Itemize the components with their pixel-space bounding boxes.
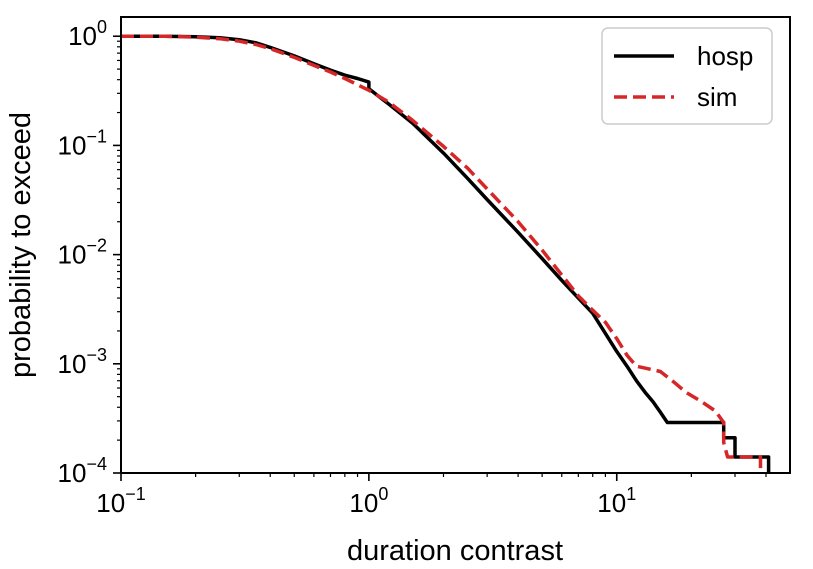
tick-layer: 10−1 100 101 100 10−1 10−2 10−3 10−4: [58, 17, 767, 518]
series-line-sim: [121, 34, 763, 473]
y-axis-label: probability to exceed: [5, 112, 37, 378]
x-axis-label: duration contrast: [347, 535, 563, 567]
y-tick-label: 10−1: [58, 126, 107, 160]
plot-frame: [120, 16, 791, 474]
legend-box: [601, 27, 773, 125]
legend-sim-label: sim: [697, 82, 737, 112]
y-tick-label: 10−2: [58, 236, 107, 270]
series-layer: [121, 34, 771, 473]
legend-hosp-label: hosp: [697, 41, 753, 71]
x-tick-label: 101: [597, 484, 636, 518]
legend: hosp sim: [601, 27, 773, 125]
x-tick-label: 100: [349, 484, 388, 518]
y-tick-label: 10−4: [58, 454, 107, 488]
y-tick-label: 10−3: [58, 345, 107, 379]
x-tick-label: 10−1: [96, 484, 145, 518]
y-tick-label: 100: [68, 17, 107, 51]
